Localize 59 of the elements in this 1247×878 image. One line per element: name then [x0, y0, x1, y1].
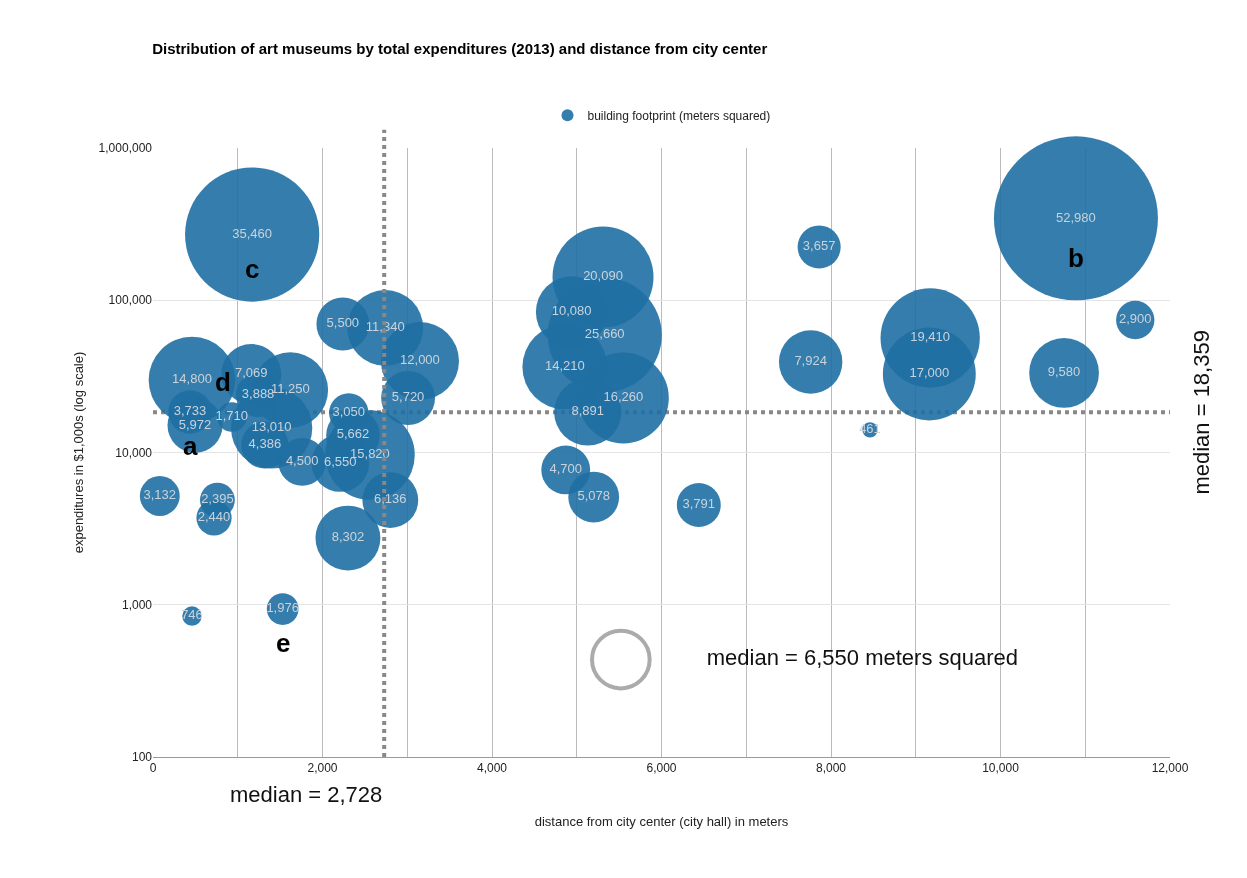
text: 35,460: [232, 225, 273, 241]
text: 4,500: [285, 453, 319, 469]
x-tick-label: 6,000: [646, 761, 677, 776]
text: 6,136: [374, 491, 407, 507]
annotation: d: [215, 367, 231, 397]
chart-title: Distribution of art museums by total expenditures (2013) and distance from city center: [152, 39, 768, 57]
text: 19,410: [910, 329, 951, 345]
annotation: e: [276, 628, 291, 658]
text: 3,657: [802, 238, 836, 254]
text: 7,069: [235, 365, 268, 381]
text: 8,891: [571, 403, 605, 419]
annotation: c: [245, 254, 260, 284]
text: 14,800: [172, 371, 212, 387]
ref-line-label: median = 18,359: [1188, 330, 1214, 495]
text: 25,660: [584, 326, 625, 342]
legend-label: building footprint (meters squared): [587, 108, 771, 123]
y-tick-label: 100,000: [108, 293, 153, 308]
text: 11,340: [365, 319, 405, 335]
text: 1,710: [215, 408, 249, 424]
x-tick-label: 0: [149, 761, 157, 776]
text: 2,395: [201, 491, 234, 507]
x-tick-label: 8,000: [815, 761, 847, 776]
text: 3,791: [682, 496, 716, 512]
text: 4,386: [248, 436, 282, 452]
y-tick-label: 1,000: [121, 597, 153, 612]
text: 5,662: [336, 426, 370, 442]
text: 746: [181, 607, 203, 623]
text: 17,000: [909, 365, 950, 381]
text: 8,302: [331, 529, 365, 545]
ref-line-label: median = 2,728: [230, 782, 383, 807]
text: 5,078: [577, 488, 610, 504]
text: 3,050: [332, 404, 366, 420]
text: 14,210: [545, 358, 585, 374]
legend-label: median = 6,550 meters squared: [657, 645, 1019, 671]
x-tick-label: 2,000: [307, 761, 338, 776]
text: 13,010: [251, 419, 292, 435]
x-tick-label: 10,000: [982, 761, 1020, 776]
text: 7,924: [794, 353, 827, 369]
text: 12,000: [400, 352, 440, 368]
text: 4,700: [549, 461, 582, 477]
annotation: b: [1068, 243, 1084, 273]
y-tick-label: 10,000: [115, 445, 153, 460]
x-axis-title: distance from city center (city hall) in meters: [534, 814, 789, 829]
text: 20,090: [583, 268, 623, 284]
text: 5,972: [178, 416, 212, 432]
text: 3,733: [173, 403, 207, 419]
text: 2,900: [1118, 311, 1152, 327]
text: 52,980: [1056, 209, 1096, 225]
text: 16,260: [603, 389, 644, 405]
text: 10,080: [551, 303, 592, 319]
text: 2,440: [197, 509, 231, 525]
text: 9,580: [1047, 364, 1081, 380]
text: 5,500: [326, 315, 360, 331]
x-tick-label: 12,000: [1151, 761, 1189, 776]
y-tick-label: 1,000,000: [98, 141, 153, 156]
text: 5,720: [391, 389, 425, 405]
y-axis-title: expenditures in $1,000s (log scale): [70, 351, 86, 554]
text: 3,132: [143, 487, 177, 503]
x-tick-label: 4,000: [476, 761, 508, 776]
